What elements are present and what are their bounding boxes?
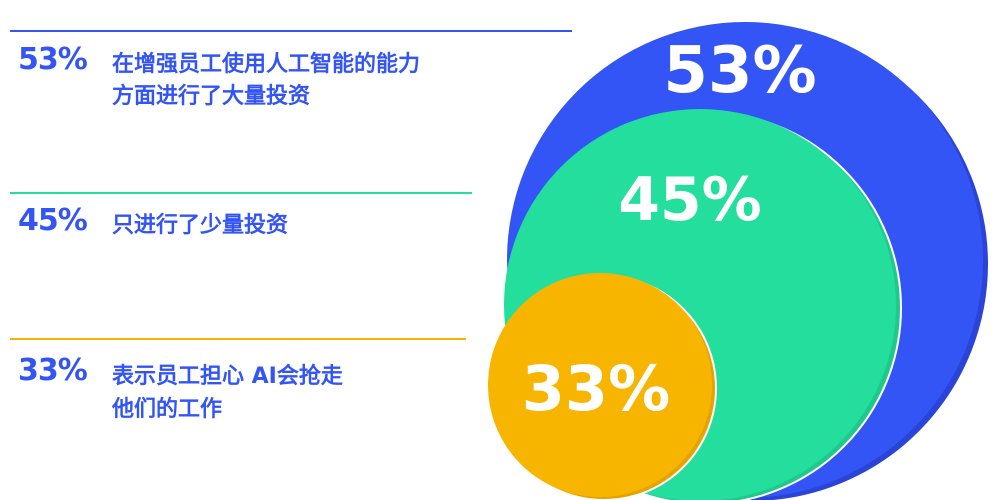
- stat-53-description-line2: 方面进行了大量投资: [112, 84, 311, 109]
- divider-45: [10, 192, 472, 194]
- divider-53: [10, 30, 572, 32]
- divider-33: [10, 338, 466, 340]
- bubble-45-label: 45%: [618, 165, 762, 235]
- stat-33-description-line1: 表示员工担心 AI会抢走: [112, 364, 343, 389]
- stat-53-percent: 53%: [18, 42, 88, 77]
- bubble-33: 33%: [488, 273, 717, 500]
- stat-45-percent: 45%: [18, 203, 88, 238]
- stat-33-percent: 33%: [18, 353, 88, 388]
- stat-33-description-line2: 他们的工作: [112, 397, 223, 422]
- bubble-53-label: 53%: [663, 34, 816, 108]
- bubble-33-circle: [488, 273, 712, 497]
- stat-53-description-line1: 在增强员工使用人工智能的能力: [112, 52, 421, 77]
- stat-45-description-line1: 只进行了少量投资: [112, 213, 289, 238]
- bubble-33-label: 33%: [522, 352, 670, 425]
